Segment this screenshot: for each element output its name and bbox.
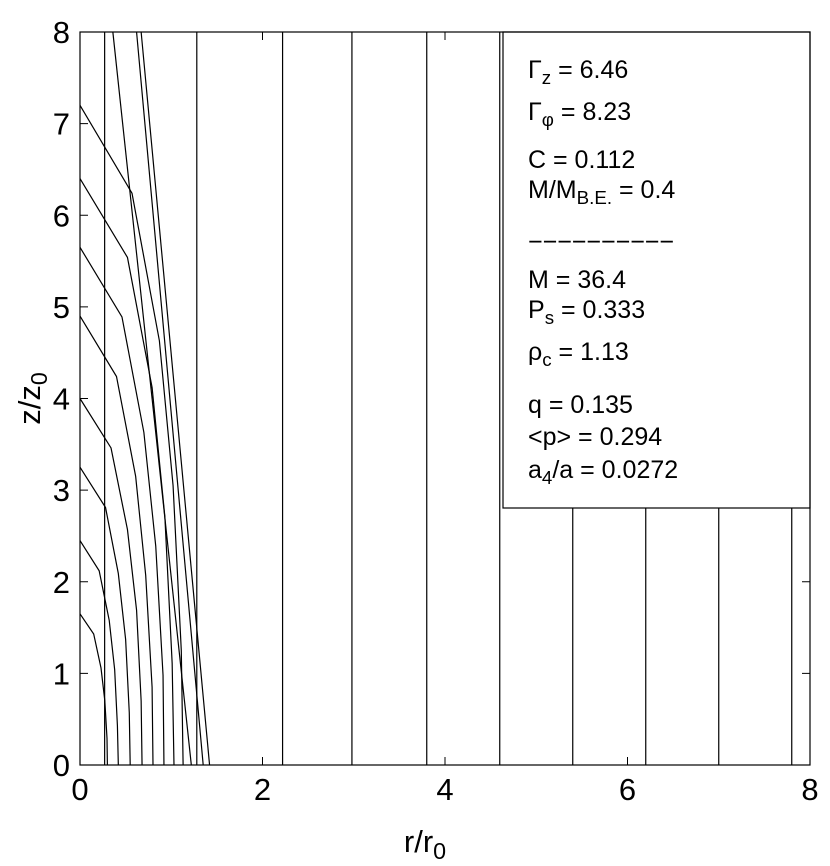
- x-tick-label: 6: [619, 772, 636, 807]
- text-part: a: [528, 456, 542, 484]
- field-line: [135, 31, 204, 766]
- text-part: = 0.4: [612, 176, 675, 204]
- subscript: 0: [433, 838, 446, 864]
- text-part: P: [528, 296, 545, 324]
- text-part: Γ: [528, 98, 542, 126]
- annotation: −−−−−−−−−−: [528, 228, 674, 256]
- text-part: Γ: [528, 56, 542, 84]
- subscript: 0: [26, 372, 52, 385]
- annotation: Γz = 6.46: [528, 56, 628, 88]
- y-tick-label: 1: [53, 656, 70, 691]
- y-tick-label: 3: [53, 473, 70, 508]
- y-tick-label: 7: [53, 107, 70, 142]
- text-part: ρ: [528, 338, 542, 366]
- annotation: <p> = 0.294: [528, 423, 662, 451]
- field-line: [79, 398, 143, 766]
- subscript: φ: [542, 109, 554, 130]
- field-line: [79, 466, 131, 766]
- field-line: [79, 178, 175, 766]
- y-tick-label: 8: [53, 15, 70, 50]
- text-part: M = 36.4: [528, 266, 626, 294]
- subscript: B.E.: [577, 187, 612, 208]
- text-part: <p> = 0.294: [528, 423, 662, 451]
- x-axis-label: r/r0: [404, 824, 446, 864]
- text-part: = 1.13: [552, 338, 629, 366]
- text-part: /a = 0.0272: [552, 456, 678, 484]
- field-line: [79, 315, 154, 766]
- subscript: c: [542, 349, 551, 370]
- text-part: r/r: [404, 824, 433, 859]
- text-part: = 0.333: [554, 296, 645, 324]
- x-tick-label: 2: [254, 772, 271, 807]
- y-tick-label: 4: [53, 382, 70, 417]
- field-line: [112, 31, 192, 766]
- subscript: s: [545, 307, 554, 328]
- x-tick-label: 8: [801, 772, 818, 807]
- annotation: M = 36.4: [528, 266, 626, 294]
- text-part: M/M: [528, 176, 577, 204]
- field-line: [79, 613, 108, 766]
- field-line: [79, 540, 119, 766]
- text-part: C = 0.112: [528, 146, 635, 174]
- y-tick-label: 2: [53, 565, 70, 600]
- text-part: = 8.23: [554, 98, 631, 126]
- x-tick-label: 4: [436, 772, 453, 807]
- annotation: ρc = 1.13: [528, 338, 629, 370]
- annotation: Ps = 0.333: [528, 296, 645, 328]
- annotation: q = 0.135: [528, 391, 633, 419]
- annotation: Γφ = 8.23: [528, 98, 631, 130]
- field-line: [79, 247, 165, 766]
- y-tick-label: 5: [53, 290, 70, 325]
- field-line: [140, 31, 211, 766]
- annotation-box: [502, 31, 811, 509]
- text-part: = 6.46: [551, 56, 628, 84]
- y-tick-label: 6: [53, 198, 70, 233]
- y-tick-label: 0: [53, 748, 70, 783]
- annotation: M/MB.E. = 0.4: [528, 176, 675, 208]
- text-part: −−−−−−−−−−: [528, 228, 674, 256]
- plot-frame: [79, 31, 811, 766]
- x-tick-label: 0: [71, 772, 88, 807]
- subscript: 4: [542, 467, 552, 488]
- annotation: C = 0.112: [528, 146, 635, 174]
- y-axis-label: z/z0: [12, 372, 52, 425]
- annotation: a4/a = 0.0272: [528, 456, 678, 488]
- text-part: z/z: [12, 385, 47, 425]
- subscript: z: [542, 67, 551, 88]
- text-part: q = 0.135: [528, 391, 633, 419]
